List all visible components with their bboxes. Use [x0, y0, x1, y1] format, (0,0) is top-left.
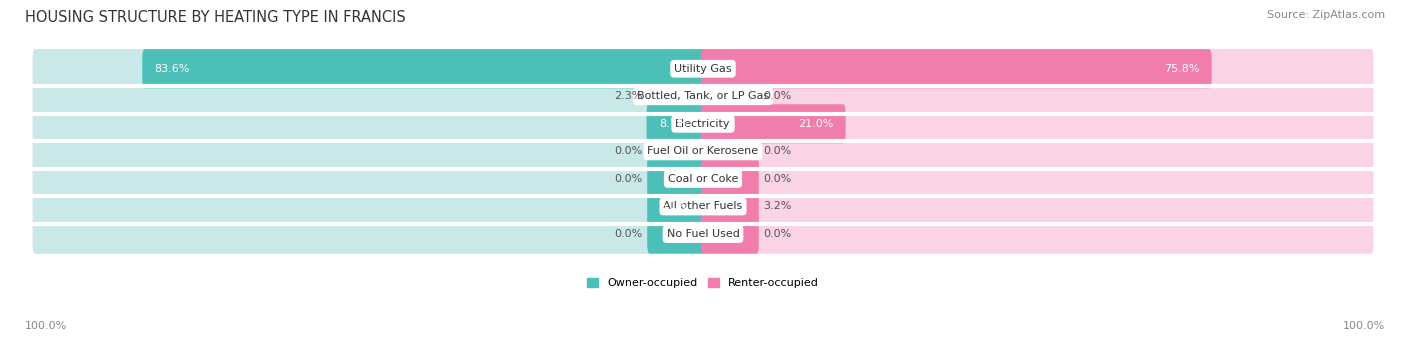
Text: 0.0%: 0.0% [614, 229, 643, 239]
FancyBboxPatch shape [32, 77, 1374, 116]
Text: 0.0%: 0.0% [763, 146, 792, 157]
Text: Coal or Coke: Coal or Coke [668, 174, 738, 184]
FancyBboxPatch shape [32, 187, 706, 226]
FancyBboxPatch shape [700, 132, 1374, 171]
Text: Source: ZipAtlas.com: Source: ZipAtlas.com [1267, 10, 1385, 20]
FancyBboxPatch shape [700, 77, 1374, 116]
FancyBboxPatch shape [647, 132, 706, 171]
Text: 2.3%: 2.3% [614, 91, 643, 101]
FancyBboxPatch shape [700, 187, 759, 226]
Text: 3.2%: 3.2% [763, 202, 792, 211]
Text: Utility Gas: Utility Gas [675, 64, 731, 74]
FancyBboxPatch shape [32, 49, 706, 88]
FancyBboxPatch shape [700, 214, 1374, 254]
FancyBboxPatch shape [700, 159, 759, 198]
Legend: Owner-occupied, Renter-occupied: Owner-occupied, Renter-occupied [582, 273, 824, 293]
Text: 75.8%: 75.8% [1164, 64, 1199, 74]
FancyBboxPatch shape [700, 159, 1374, 198]
FancyBboxPatch shape [32, 132, 1374, 171]
FancyBboxPatch shape [647, 187, 706, 226]
FancyBboxPatch shape [32, 214, 706, 254]
FancyBboxPatch shape [32, 159, 1374, 198]
FancyBboxPatch shape [32, 104, 1374, 144]
FancyBboxPatch shape [142, 49, 706, 88]
Text: Fuel Oil or Kerosene: Fuel Oil or Kerosene [647, 146, 759, 157]
FancyBboxPatch shape [647, 104, 706, 144]
FancyBboxPatch shape [700, 187, 1374, 226]
FancyBboxPatch shape [700, 214, 759, 254]
FancyBboxPatch shape [32, 132, 706, 171]
Text: 0.0%: 0.0% [763, 174, 792, 184]
FancyBboxPatch shape [700, 77, 759, 116]
FancyBboxPatch shape [700, 49, 1212, 88]
FancyBboxPatch shape [647, 77, 706, 116]
FancyBboxPatch shape [647, 159, 706, 198]
Text: HOUSING STRUCTURE BY HEATING TYPE IN FRANCIS: HOUSING STRUCTURE BY HEATING TYPE IN FRA… [25, 10, 406, 25]
FancyBboxPatch shape [700, 49, 1374, 88]
FancyBboxPatch shape [700, 132, 759, 171]
FancyBboxPatch shape [32, 49, 1374, 88]
FancyBboxPatch shape [700, 104, 845, 144]
Text: 8.1%: 8.1% [659, 119, 688, 129]
Text: Bottled, Tank, or LP Gas: Bottled, Tank, or LP Gas [637, 91, 769, 101]
Text: 83.6%: 83.6% [155, 64, 190, 74]
FancyBboxPatch shape [32, 214, 1374, 254]
Text: All other Fuels: All other Fuels [664, 202, 742, 211]
Text: No Fuel Used: No Fuel Used [666, 229, 740, 239]
FancyBboxPatch shape [700, 104, 1374, 144]
FancyBboxPatch shape [32, 104, 706, 144]
Text: 0.0%: 0.0% [763, 91, 792, 101]
Text: 100.0%: 100.0% [1343, 321, 1385, 331]
FancyBboxPatch shape [32, 187, 1374, 226]
Text: 21.0%: 21.0% [797, 119, 834, 129]
FancyBboxPatch shape [32, 77, 706, 116]
FancyBboxPatch shape [32, 159, 706, 198]
Text: 0.0%: 0.0% [763, 229, 792, 239]
Text: 0.0%: 0.0% [614, 174, 643, 184]
Text: 0.0%: 0.0% [614, 146, 643, 157]
Text: Electricity: Electricity [675, 119, 731, 129]
Text: 100.0%: 100.0% [25, 321, 67, 331]
FancyBboxPatch shape [647, 214, 706, 254]
Text: 6.1%: 6.1% [659, 202, 688, 211]
